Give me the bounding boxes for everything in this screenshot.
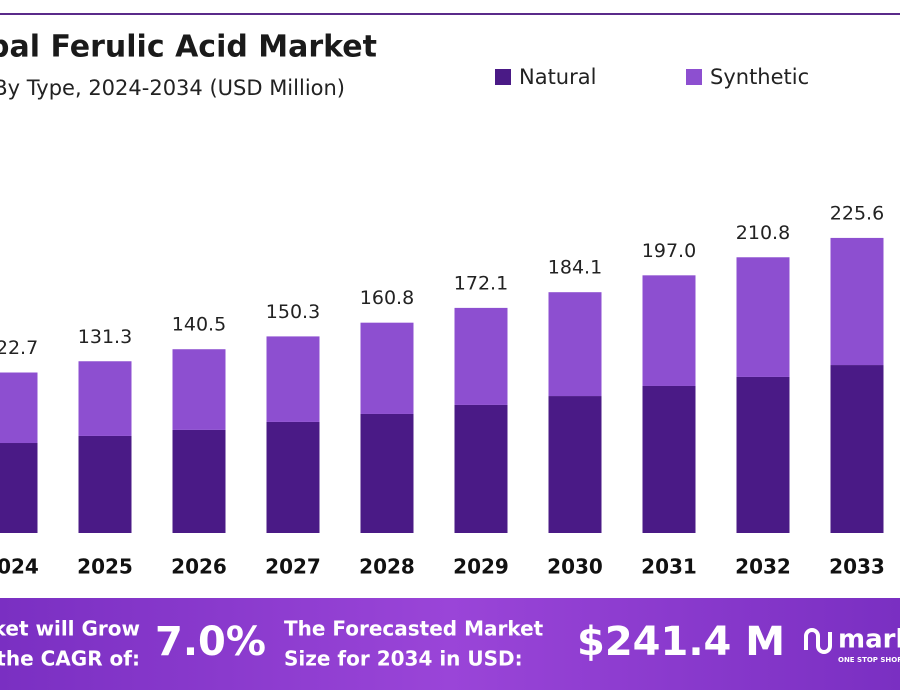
x-tick-label: 2030 (547, 555, 603, 579)
x-tick-label: 2025 (77, 555, 133, 579)
legend-swatch (686, 69, 702, 85)
plot: 122.7 2024 131.3 2025 140.5 2026 150.3 2027 160.… (0, 202, 885, 579)
footer-cagr-text: At the CAGR of: (0, 647, 140, 671)
bar-segment (78, 361, 132, 436)
bar-total-label: 172.1 (454, 272, 508, 294)
legend-label: Natural (519, 65, 596, 89)
bar-segment (0, 372, 38, 444)
legend-swatch (495, 69, 511, 85)
bar-total-label: 184.1 (548, 257, 602, 279)
x-tick-label: 2029 (453, 555, 509, 579)
footer-cagr: 7.0% (155, 619, 266, 665)
bar-segment (172, 349, 226, 430)
bar-segment (830, 237, 884, 366)
footer: The Market will Grow At the CAGR of: 7.0… (0, 617, 900, 671)
x-tick-label: 2033 (829, 555, 885, 579)
footer-logo: market.us (838, 625, 900, 655)
footer-forecast: $241.4 M (577, 619, 785, 665)
bar-segment (0, 443, 38, 533)
x-tick-label: 2024 (0, 555, 39, 579)
bar-total-label: 122.7 (0, 337, 38, 359)
footer-logo-tagline: ONE STOP SHOP FOR THE REPORTS (838, 656, 900, 664)
bar-total-label: 197.0 (642, 240, 696, 262)
bar-total-label: 210.8 (736, 222, 790, 244)
chart-title: Global Ferulic Acid Market (0, 30, 377, 65)
footer-cagr-text: The Market will Grow (0, 617, 140, 641)
bar-total-label: 131.3 (78, 326, 132, 348)
legend: Natural Synthetic (495, 65, 809, 89)
bar-segment (736, 376, 790, 533)
bar-segment (548, 292, 602, 397)
x-tick-label: 2032 (735, 555, 791, 579)
bar-total-label: 150.3 (266, 301, 320, 323)
bar-segment (266, 421, 320, 533)
bar-segment (172, 429, 226, 533)
x-tick-label: 2028 (359, 555, 415, 579)
bar-segment (642, 385, 696, 533)
legend-label: Synthetic (710, 65, 809, 89)
x-tick-label: 2027 (265, 555, 321, 579)
bar-total-label: 160.8 (360, 287, 414, 309)
footer-forecast-text: Size for 2034 in USD: (284, 647, 523, 671)
x-tick-label: 2031 (641, 555, 697, 579)
footer-forecast-text: The Forecasted Market (284, 617, 544, 641)
bar-segment (454, 404, 508, 533)
bar-segment (454, 307, 508, 405)
bar-segment (548, 396, 602, 533)
footer-band (0, 598, 900, 690)
bar-segment (830, 365, 884, 533)
bar-total-label: 225.6 (830, 202, 884, 224)
bar-segment (360, 322, 414, 414)
x-tick-label: 2026 (171, 555, 227, 579)
logo-icon (804, 628, 832, 654)
bar-segment (266, 336, 320, 422)
chart-subtitle: By Type, 2024-2034 (USD Million) (0, 76, 345, 100)
bar-segment (736, 257, 790, 377)
bar-segment (360, 413, 414, 533)
bar-segment (642, 275, 696, 386)
bar-total-label: 140.5 (172, 314, 226, 336)
bar-segment (78, 435, 132, 533)
